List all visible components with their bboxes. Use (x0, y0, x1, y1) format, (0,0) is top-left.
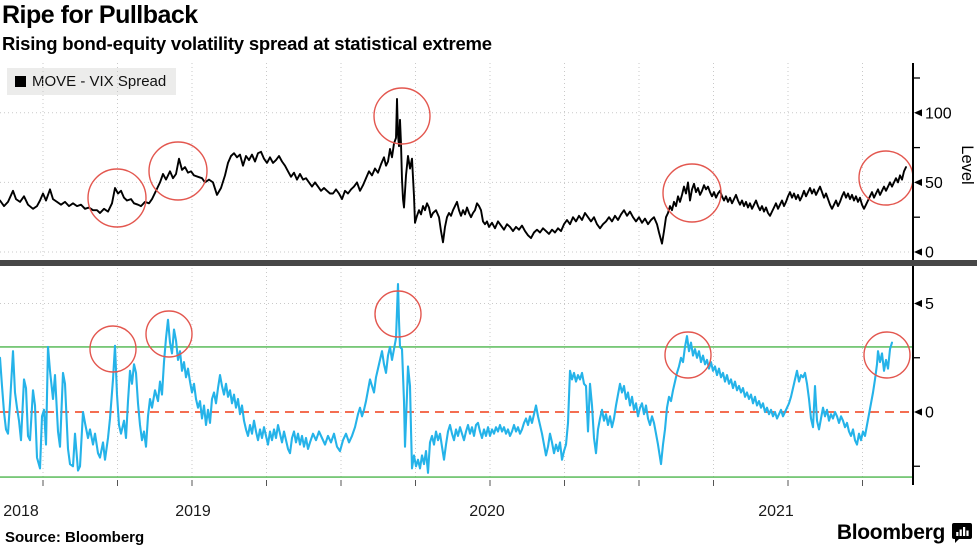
y-major-tick (914, 248, 922, 256)
panel-separator (0, 260, 977, 266)
y-major-tick (914, 178, 922, 186)
annotation-circle (863, 331, 911, 379)
y-tick-label: 50 (925, 175, 943, 192)
source-credit: Source: Bloomberg (5, 529, 145, 546)
page-subtitle: Rising bond-equity volatility spread at … (2, 33, 492, 54)
y-major-tick (914, 408, 922, 416)
y-major-tick (914, 109, 922, 117)
y-tick-label: 100 (925, 105, 952, 122)
legend-swatch-icon (15, 76, 26, 87)
annotation-circle (374, 290, 422, 338)
zscore-line (0, 282, 894, 474)
move-vix-spread-line (0, 97, 907, 245)
annotation-circle (145, 310, 193, 358)
bloomberg-brand: Bloomberg (837, 521, 972, 545)
annotation-circle (89, 325, 137, 373)
y-major-tick (914, 299, 922, 308)
bloomberg-wordmark: Bloomberg (836, 521, 945, 544)
annotation-circle (148, 141, 208, 201)
y-tick-label: 5 (925, 296, 934, 313)
x-axis-year-label: 2021 (758, 503, 794, 520)
x-axis-year-label: 2019 (175, 503, 211, 520)
y-tick-label: 0 (925, 405, 934, 422)
annotation-circle (858, 150, 914, 206)
legend-label: MOVE - VIX Spread (32, 73, 167, 90)
bloomberg-terminal-icon (952, 523, 972, 543)
legend: MOVE - VIX Spread (7, 68, 177, 95)
x-axis-year-label: 2018 (3, 503, 39, 520)
x-axis-year-label: 2020 (469, 503, 505, 520)
y-tick-label: 0 (925, 245, 934, 262)
page-title: Ripe for Pullback (2, 1, 198, 29)
y-axis-title: Level (958, 145, 976, 184)
annotation-circle (87, 168, 147, 228)
annotation-circle (664, 331, 712, 379)
annotation-circle (373, 87, 431, 145)
annotation-circle (662, 163, 722, 223)
